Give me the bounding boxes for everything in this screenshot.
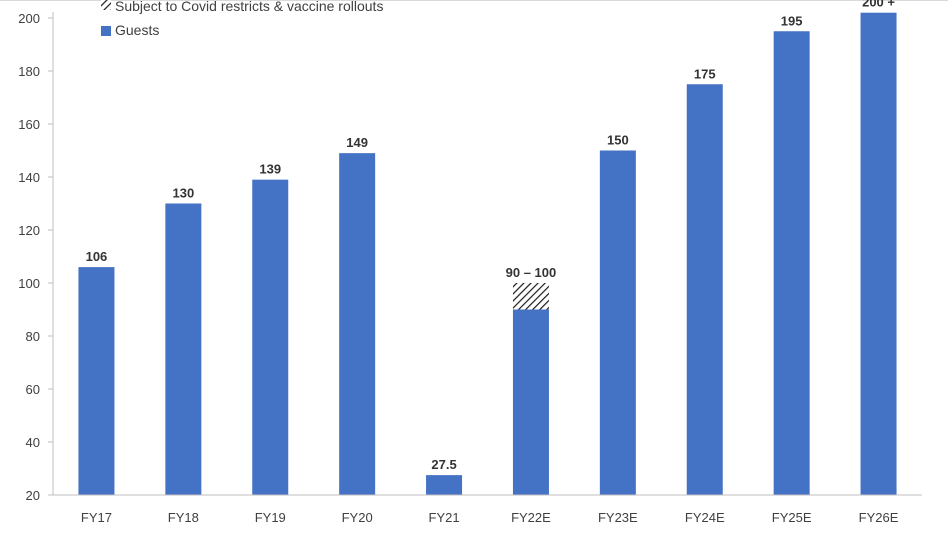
data-label-fy18: 130	[172, 186, 194, 201]
data-label-fy26e: 200 +	[862, 0, 895, 10]
y-tick-label: 160	[18, 117, 40, 132]
legend-label-covid: Subject to Covid restricts & vaccine rol…	[115, 0, 383, 14]
bar-hatch-fy22e	[512, 283, 549, 310]
bar-fy24e	[686, 84, 723, 495]
bar-fy18	[165, 203, 202, 495]
y-tick-label: 20	[26, 488, 40, 503]
bar-fy25e	[773, 31, 810, 495]
x-tick-label: FY21	[429, 510, 460, 525]
legend-item-covid: Subject to Covid restricts & vaccine rol…	[101, 0, 383, 14]
data-label-fy17: 106	[86, 249, 108, 264]
y-axis: 20 40 60 80 100 120 140 160 180 200	[18, 11, 54, 503]
legend-label-guests: Guests	[115, 22, 159, 38]
bar-fy20	[339, 153, 376, 495]
bar-fy22e	[512, 309, 549, 495]
bar-fy21	[426, 475, 463, 495]
data-label-fy23e: 150	[607, 133, 629, 148]
y-tick-label: 140	[18, 170, 40, 185]
bars	[78, 12, 897, 495]
x-tick-label: FY17	[81, 510, 112, 525]
legend-swatch-guests	[101, 26, 111, 36]
x-tick-label: FY18	[168, 510, 199, 525]
data-label-fy22e: 90 – 100	[506, 265, 557, 280]
x-tick-label: FY26E	[859, 510, 899, 525]
x-tick-label: FY22E	[511, 510, 551, 525]
x-tick-label: FY25E	[772, 510, 812, 525]
y-tick-label: 80	[26, 329, 40, 344]
bar-fy19	[252, 179, 289, 495]
data-label-fy24e: 175	[694, 66, 716, 81]
data-label-fy20: 149	[346, 135, 368, 150]
legend: Subject to Covid restricts & vaccine rol…	[101, 0, 383, 38]
data-label-fy21: 27.5	[431, 457, 456, 472]
y-tick-label: 200	[18, 11, 40, 26]
x-tick-label: FY19	[255, 510, 286, 525]
y-tick-label: 60	[26, 382, 40, 397]
legend-swatch-covid	[101, 0, 111, 10]
bar-fy17	[78, 267, 115, 495]
bar-fy26e	[860, 12, 897, 495]
x-axis: FY17 FY18 FY19 FY20 FY21 FY22E FY23E FY24E FY25E…	[53, 494, 922, 525]
y-tick-label: 100	[18, 276, 40, 291]
data-label-fy25e: 195	[781, 13, 803, 28]
y-tick-label: 120	[18, 223, 40, 238]
data-label-fy19: 139	[259, 162, 281, 177]
y-tick-label: 180	[18, 64, 40, 79]
bar-fy23e	[599, 150, 636, 495]
x-tick-label: FY20	[342, 510, 373, 525]
data-labels: 106 130 139 149 27.5 90 – 100 150 175 195 200 +	[86, 0, 896, 472]
x-tick-label: FY23E	[598, 510, 638, 525]
legend-item-guests: Guests	[101, 22, 159, 38]
y-tick-label: 40	[26, 435, 40, 450]
x-tick-label: FY24E	[685, 510, 725, 525]
